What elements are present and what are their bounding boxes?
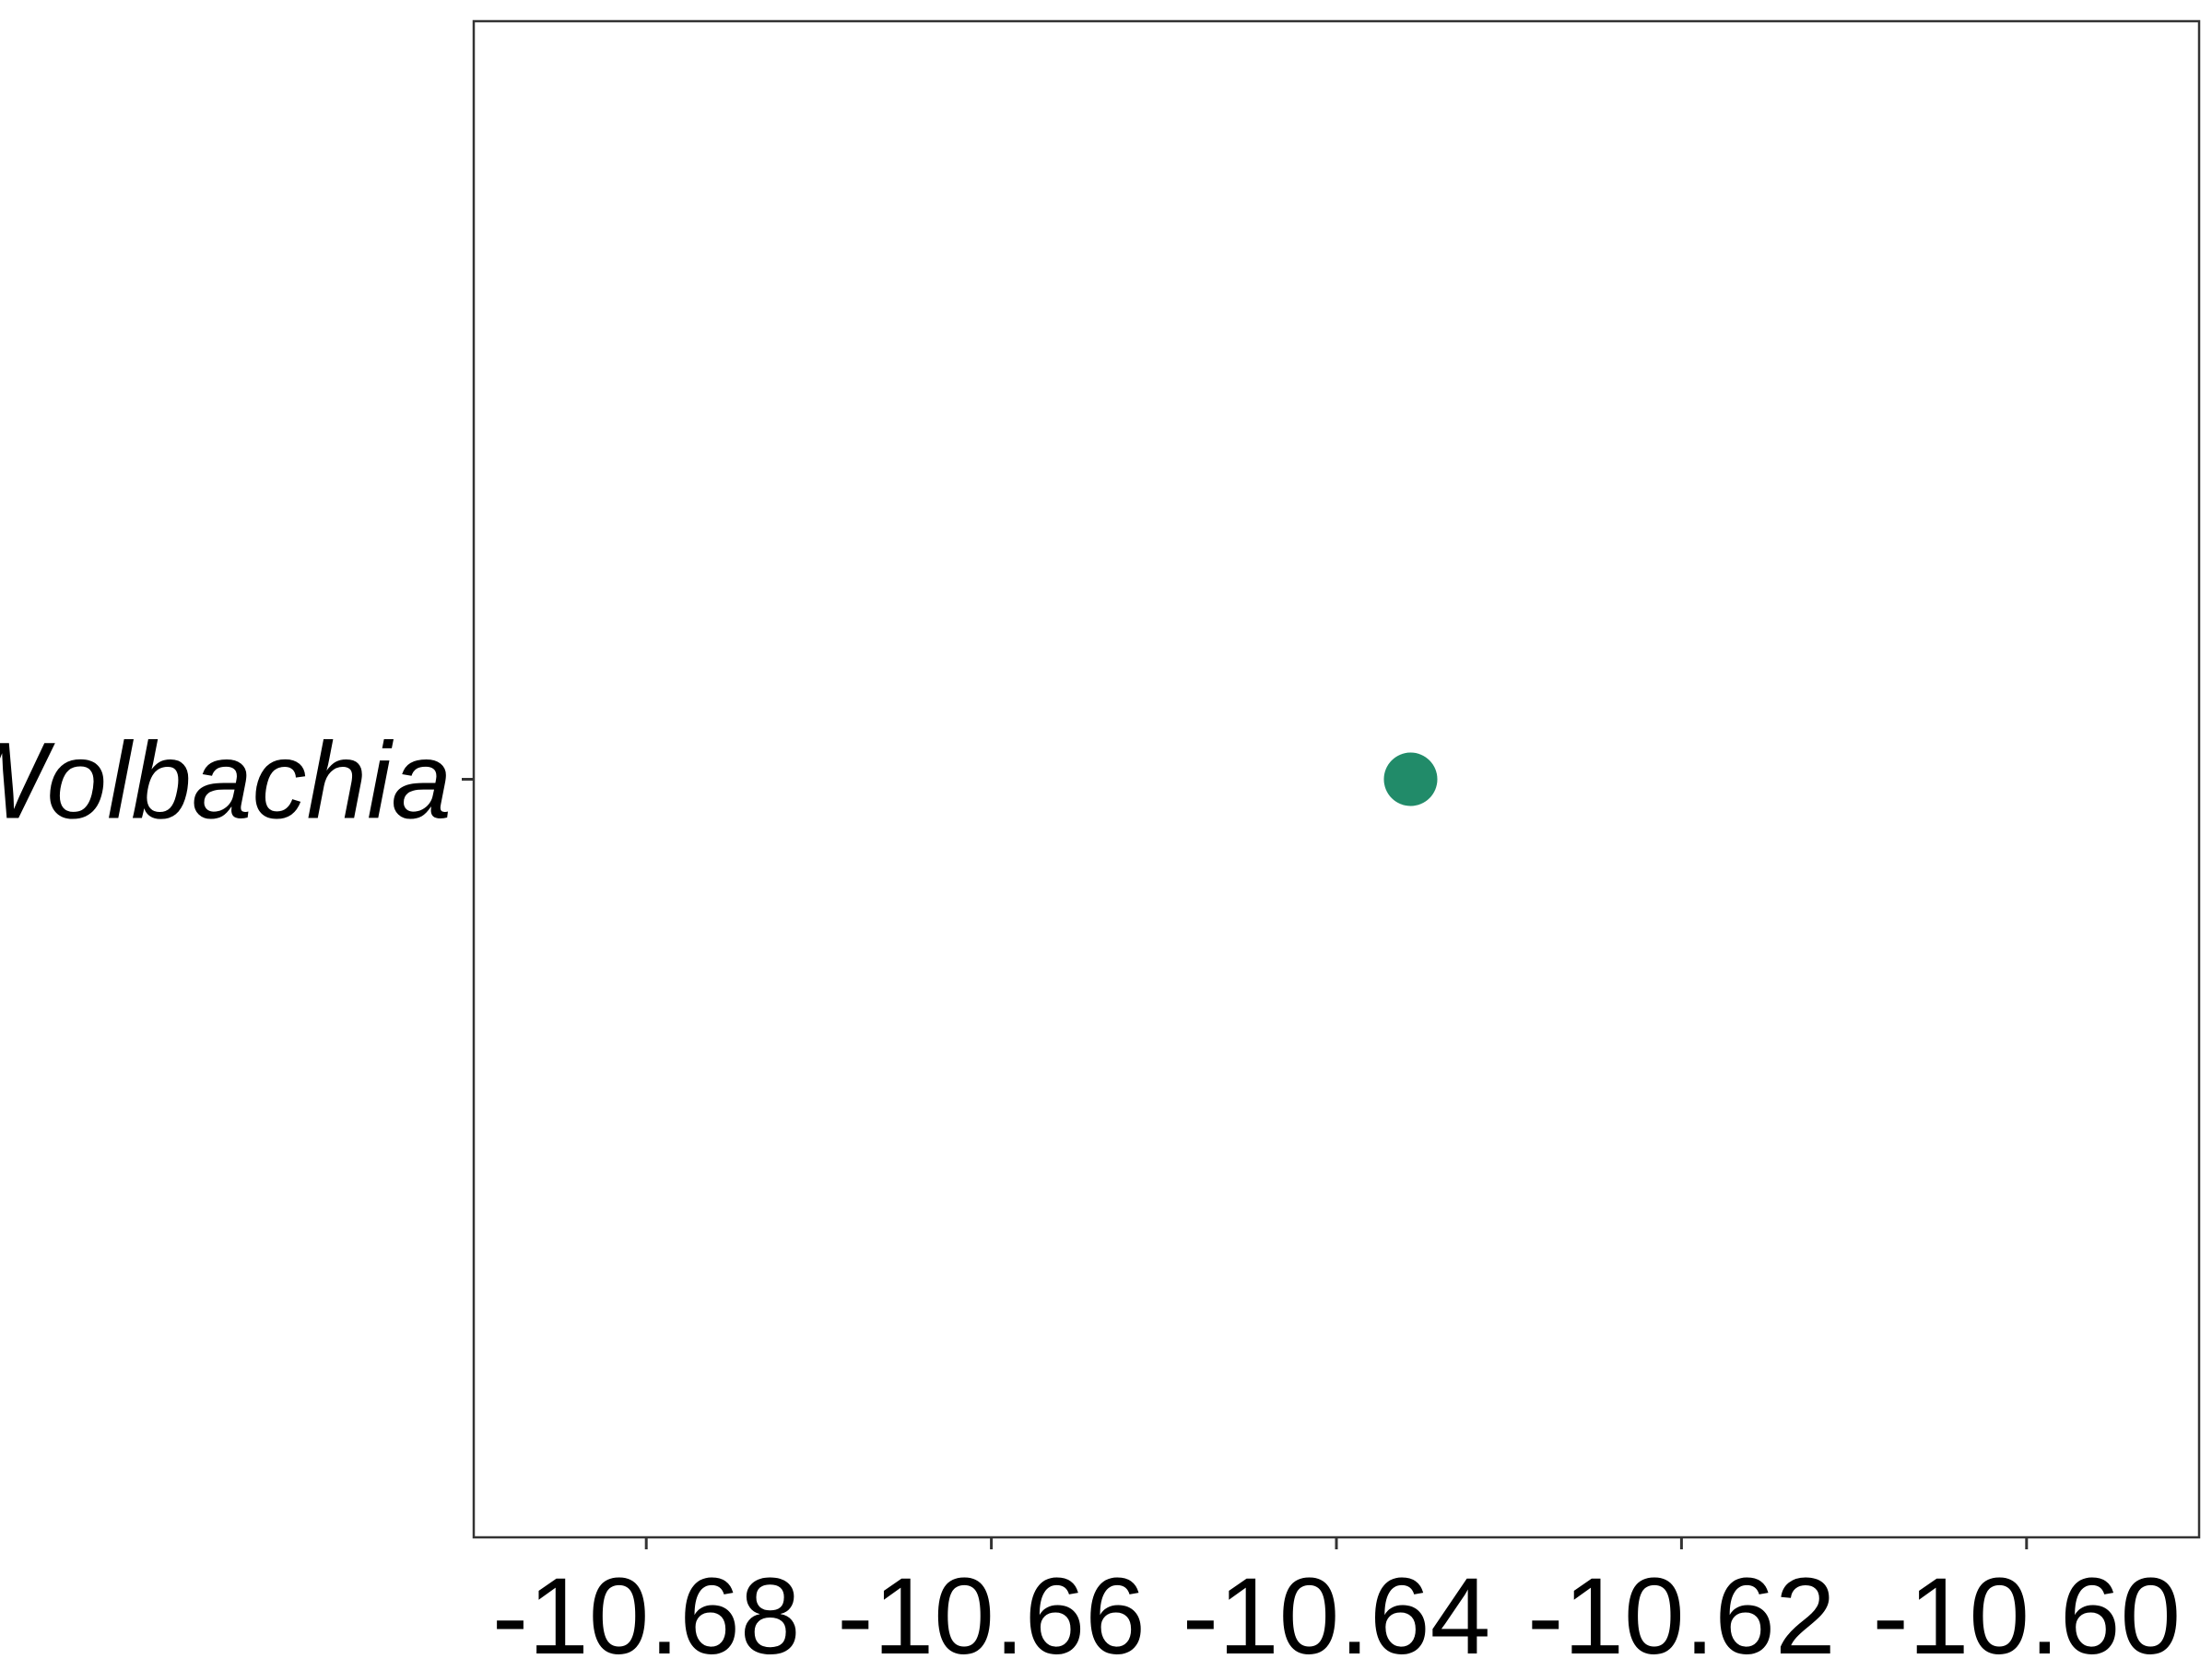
x-tick-label: -10.68 xyxy=(492,1556,801,1659)
plot-panel xyxy=(472,19,2201,1539)
x-tick-label: -10.60 xyxy=(1873,1556,2182,1659)
x-axis: -10.68 -10.66 -10.64 -10.62 -10.60 xyxy=(492,1537,2181,1659)
x-tick-label: -10.62 xyxy=(1527,1556,1836,1659)
y-category-label: Wolbachia xyxy=(0,721,452,842)
y-axis: Wolbachia xyxy=(0,721,474,842)
data-points xyxy=(1383,752,1438,806)
x-tick-label: -10.64 xyxy=(1182,1556,1491,1659)
data-point xyxy=(1383,752,1438,806)
x-tick-label: -10.66 xyxy=(837,1556,1146,1659)
